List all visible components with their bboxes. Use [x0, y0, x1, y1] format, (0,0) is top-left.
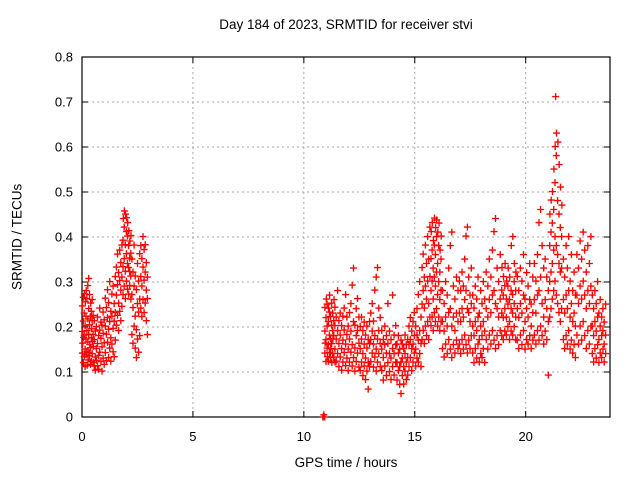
x-tick-label: 5: [189, 429, 196, 444]
y-tick-label: 0.3: [55, 275, 73, 290]
x-tick-label: 0: [78, 429, 85, 444]
y-tick-label: 0.1: [55, 365, 73, 380]
data-points: [78, 93, 610, 421]
y-tick-label: 0.8: [55, 50, 73, 65]
x-axis-label: GPS time / hours: [294, 455, 398, 470]
y-tick-labels: 0 0.1 0.2 0.3 0.4 0.5 0.6 0.7 0.8: [55, 50, 73, 425]
plot-border: [81, 56, 611, 418]
x-tick-label: 10: [297, 429, 311, 444]
y-tick-label: 0.6: [55, 140, 73, 155]
scatter-points: [78, 93, 610, 421]
x-tick-label: 15: [408, 429, 422, 444]
y-tick-label: 0.7: [55, 95, 73, 110]
y-tick-label: 0.5: [55, 185, 73, 200]
y-tick-label: 0.4: [55, 230, 73, 245]
x-tick-label: 20: [518, 429, 532, 444]
y-tick-label: 0: [66, 410, 73, 425]
x-tick-labels: 0 5 10 15 20: [78, 429, 533, 444]
gridlines: [82, 57, 610, 417]
chart-title: Day 184 of 2023, SRMTID for receiver stv…: [219, 17, 473, 32]
y-tick-label: 0.2: [55, 320, 73, 335]
